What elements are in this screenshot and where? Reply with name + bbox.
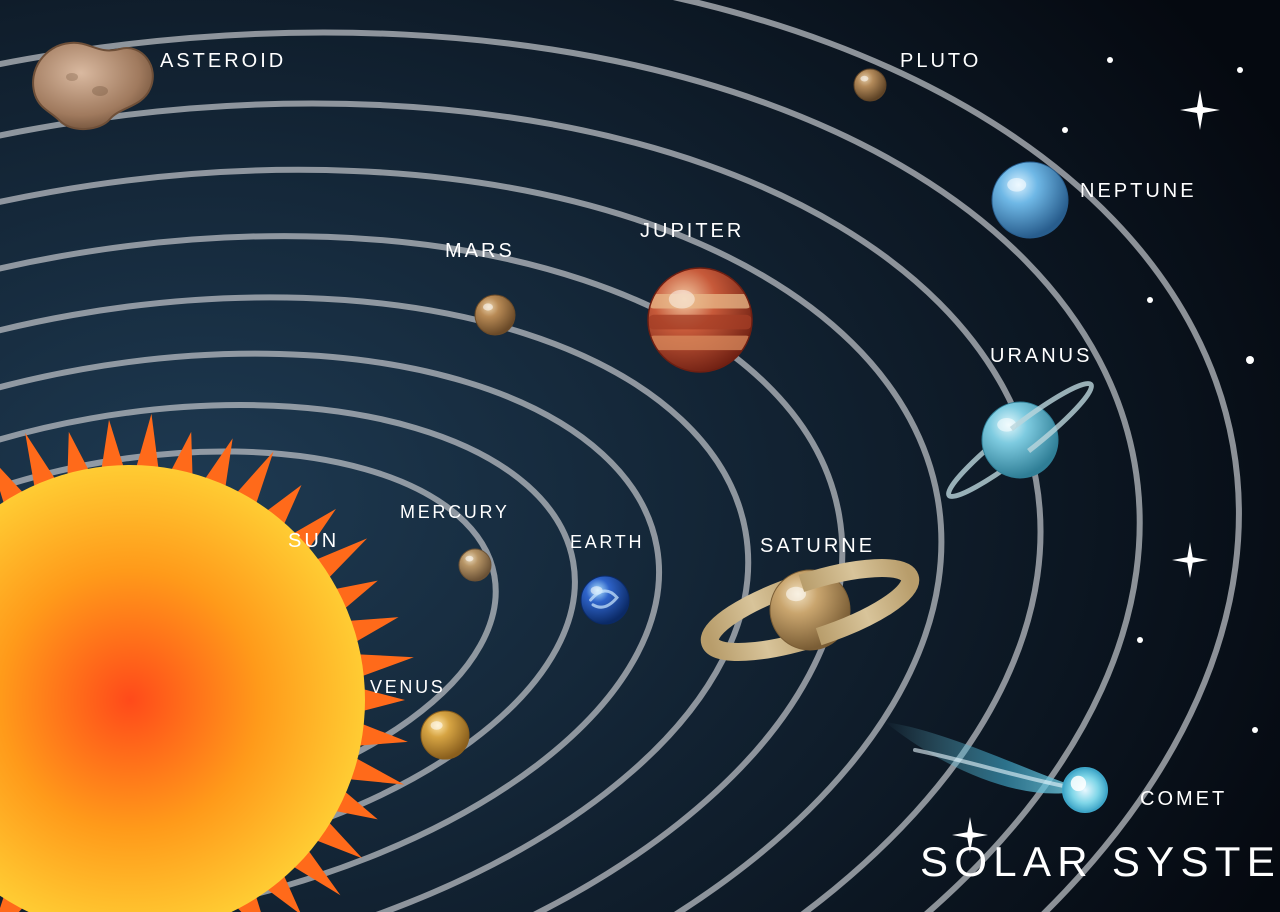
label-mars: MARS bbox=[445, 240, 515, 263]
label-comet: COMET bbox=[1140, 788, 1227, 811]
label-sun: SUN bbox=[288, 530, 339, 553]
label-jupiter: JUPITER bbox=[640, 220, 744, 243]
label-venus: VENUS bbox=[370, 677, 446, 698]
solar-system-diagram bbox=[0, 0, 1280, 912]
label-uranus: URANUS bbox=[990, 345, 1092, 368]
label-saturn: SATURNE bbox=[760, 535, 875, 558]
label-earth: EARTH bbox=[570, 532, 644, 553]
diagram-title: SOLAR SYSTEM bbox=[920, 838, 1280, 886]
label-asteroid: ASTEROID bbox=[160, 50, 286, 73]
label-neptune: NEPTUNE bbox=[1080, 180, 1197, 203]
label-mercury: MERCURY bbox=[400, 502, 510, 523]
label-pluto: PLUTO bbox=[900, 50, 981, 73]
